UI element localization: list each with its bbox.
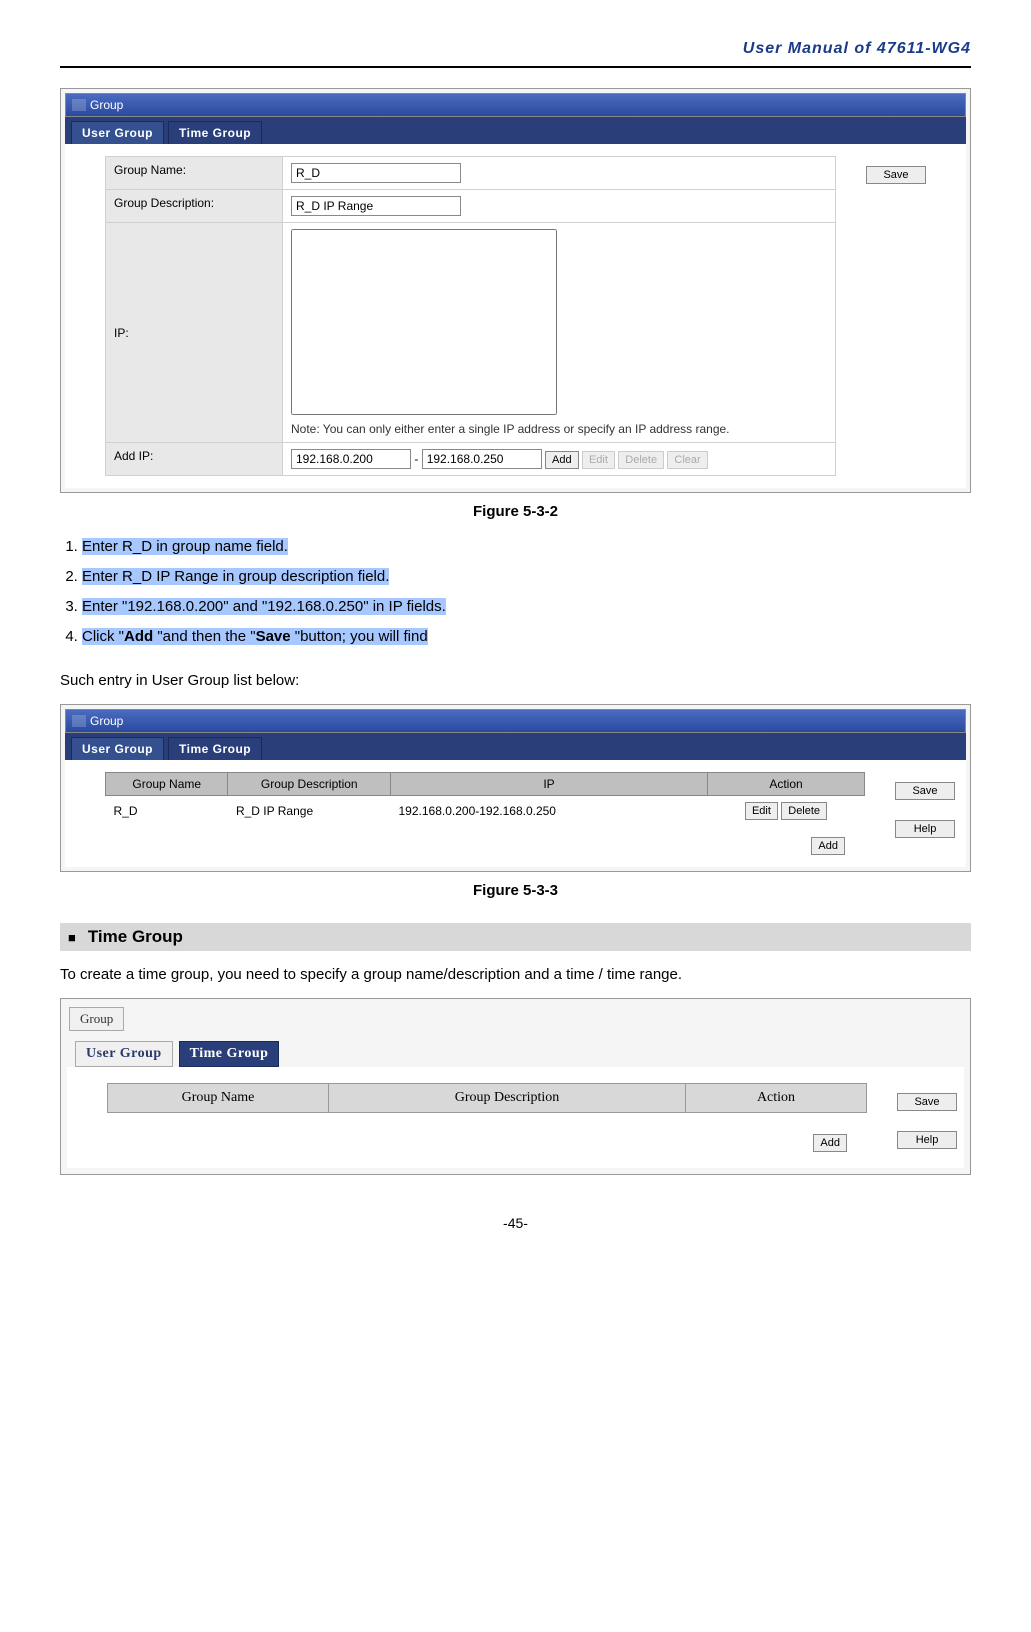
tg-add-button[interactable]: Add [813,1134,847,1152]
ip-note: Note: You can only either enter a single… [291,422,827,436]
col-tg-name: Group Name [108,1084,329,1113]
step-3: Enter "192.168.0.200" and "192.168.0.250… [82,592,971,622]
col-group-name: Group Name [106,773,228,796]
group-desc-input[interactable] [291,196,461,216]
window-title: Group [90,98,123,112]
step-4: Click "Add "and then the "Save "button; … [82,622,971,652]
cell-name: R_D [106,796,228,827]
page-number: -45- [60,1215,971,1231]
table-row: R_D R_D IP Range 192.168.0.200-192.168.0… [106,796,865,827]
screenshot-3: Group User Group Time Group Group Name G… [60,998,971,1175]
cell-desc: R_D IP Range [228,796,391,827]
label-ip: IP: [106,223,283,443]
window-titlebar-2: Group [65,709,966,733]
help-button-2[interactable]: Help [895,820,955,838]
cell-ip: 192.168.0.200-192.168.0.250 [391,796,708,827]
screenshot-2: Group User Group Time Group Group Name G… [60,704,971,872]
edit-button: Edit [582,451,615,469]
col-tg-desc: Group Description [329,1084,686,1113]
tab-bar: User Group Time Group [65,117,966,144]
section-time-group: Time Group [60,923,971,951]
tab-user-group-2[interactable]: User Group [71,737,164,760]
save-button-2[interactable]: Save [895,782,955,800]
section-text: To create a time group, you need to spec… [60,966,971,983]
col-action: Action [708,773,865,796]
ip-listbox[interactable] [291,229,557,415]
row-delete-button[interactable]: Delete [781,802,827,820]
save-button-3[interactable]: Save [897,1093,957,1111]
tab-time-group[interactable]: Time Group [168,121,262,144]
ip-end-input[interactable] [422,449,542,469]
step-2: Enter R_D IP Range in group description … [82,562,971,592]
tab-time-group-3[interactable]: Time Group [179,1041,280,1067]
step-1: Enter R_D in group name field. [82,532,971,562]
page-header: User Manual of 47611-WG4 [60,40,971,68]
group-list-table: Group Name Group Description IP Action R… [105,772,865,826]
instruction-list: Enter R_D in group name field. Enter R_D… [60,532,971,652]
save-button[interactable]: Save [866,166,926,184]
label-add-ip: Add IP: [106,443,283,476]
delete-button: Delete [618,451,664,469]
cell-action: Edit Delete [708,796,865,827]
clear-button: Clear [667,451,707,469]
row-edit-button[interactable]: Edit [745,802,778,820]
window-title-2: Group [90,714,123,728]
tab-user-group-3[interactable]: User Group [75,1041,173,1067]
ip-start-input[interactable] [291,449,411,469]
time-group-table: Group Name Group Description Action [107,1083,867,1113]
col-group-desc: Group Description [228,773,391,796]
screenshot-1: Group User Group Time Group Group Name: … [60,88,971,493]
group-icon [72,715,86,727]
tab-bar-2: User Group Time Group [65,733,966,760]
window-titlebar: Group [65,93,966,117]
tab-user-group[interactable]: User Group [71,121,164,144]
list-add-button[interactable]: Add [811,837,845,855]
tab-bar-3: User Group Time Group [67,1035,964,1067]
label-group-name: Group Name: [106,157,283,190]
text-below-steps: Such entry in User Group list below: [60,672,971,689]
dash: - [414,452,418,466]
label-group-desc: Group Description: [106,190,283,223]
help-button-3[interactable]: Help [897,1131,957,1149]
col-tg-action: Action [686,1084,867,1113]
figure-caption-2: Figure 5-3-3 [60,882,971,899]
window-title-3: Group [69,1007,124,1031]
tab-time-group-2[interactable]: Time Group [168,737,262,760]
col-ip: IP [391,773,708,796]
group-form: Group Name: Group Description: IP: Note:… [105,156,836,476]
group-icon [72,99,86,111]
add-button[interactable]: Add [545,451,579,469]
group-name-input[interactable] [291,163,461,183]
figure-caption-1: Figure 5-3-2 [60,503,971,520]
